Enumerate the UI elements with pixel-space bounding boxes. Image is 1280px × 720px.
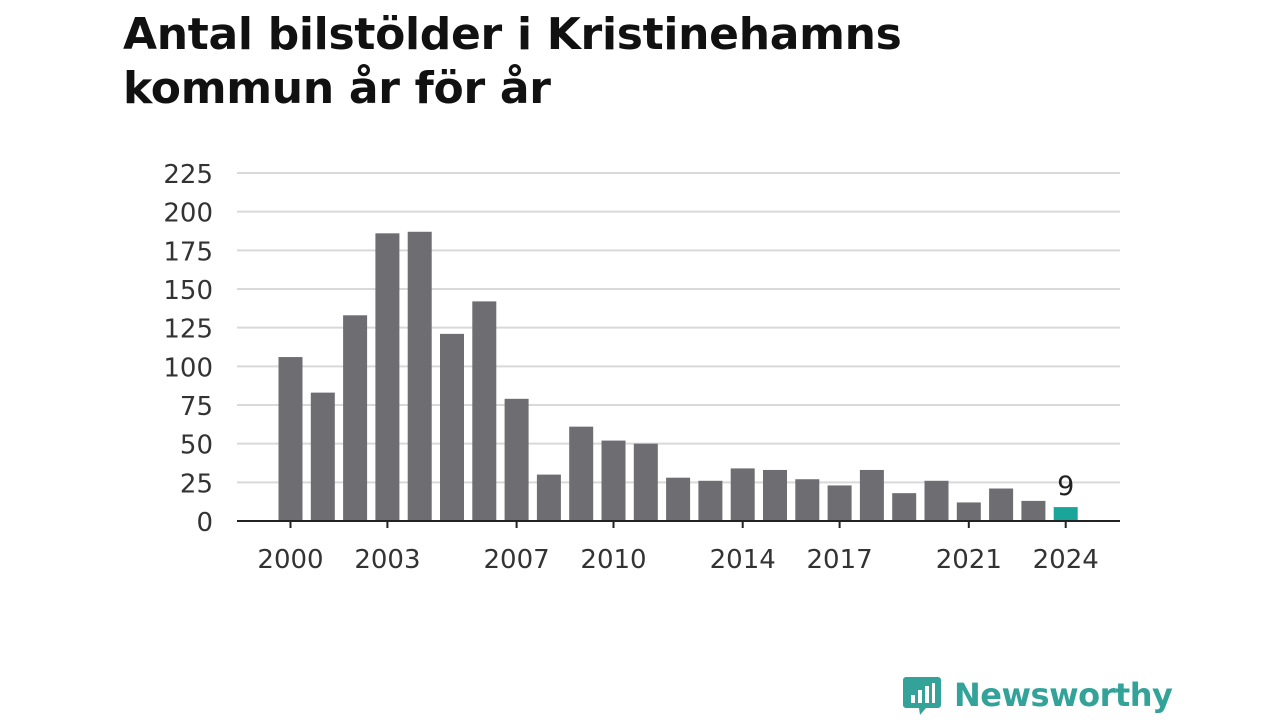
- bar-2022: [989, 488, 1014, 521]
- bar-2010: [601, 440, 626, 521]
- bar-2003: [375, 233, 400, 521]
- bar-2004: [407, 231, 432, 522]
- newsworthy-logo: Newsworthy: [902, 670, 1173, 720]
- y-tick-label: 100: [163, 353, 213, 383]
- y-tick-label: 50: [180, 431, 213, 461]
- x-tick-label: 2021: [936, 545, 1002, 575]
- x-tick-label: 2003: [354, 545, 420, 575]
- bar-2023: [1021, 500, 1046, 521]
- bar-2001: [310, 392, 335, 521]
- brand-name: Newsworthy: [954, 676, 1173, 714]
- y-tick-label: 25: [180, 469, 213, 499]
- bar-2012: [666, 477, 691, 521]
- data-label-highlight: 9: [1057, 471, 1074, 502]
- bar-2011: [633, 443, 658, 521]
- chart-title: Antal bilstölder i Kristinehamns kommun …: [123, 8, 1123, 116]
- bar-2013: [698, 480, 723, 521]
- bar-2024: [1053, 507, 1078, 521]
- x-tick-label: 2014: [710, 545, 776, 575]
- bars: [278, 231, 1078, 522]
- bar-2020: [924, 480, 949, 521]
- y-axis-tick-labels: 0 25 50 75 100 125 150 175 200 225: [163, 160, 213, 538]
- bar-2005: [440, 333, 464, 521]
- bar-2009: [569, 426, 594, 521]
- bar-2006: [472, 301, 497, 521]
- x-tick-label: 2000: [257, 545, 323, 575]
- bar-2007: [504, 398, 529, 521]
- y-tick-label: 225: [163, 160, 213, 190]
- y-tick-label: 200: [163, 199, 213, 229]
- chart-title-line-1: Antal bilstölder i Kristinehamns: [123, 9, 902, 60]
- x-tick-label: 2024: [1033, 545, 1099, 575]
- y-tick-label: 175: [163, 237, 213, 267]
- y-tick-label: 150: [163, 276, 213, 306]
- data-labels: 9: [1057, 471, 1074, 502]
- bar-2014: [730, 468, 755, 521]
- x-axis: [237, 520, 1120, 528]
- bar-2017: [827, 485, 852, 521]
- chart-title-line-2: kommun år för år: [123, 63, 551, 114]
- x-axis-tick-labels: 2000 2003 2007 2010 2014 2017 2021 2024: [257, 545, 1098, 575]
- x-tick-label: 2017: [807, 545, 873, 575]
- y-tick-label: 75: [180, 392, 213, 422]
- bar-2008: [536, 474, 561, 521]
- bar-2018: [859, 469, 884, 521]
- bar-2019: [892, 493, 917, 521]
- x-tick-label: 2007: [484, 545, 550, 575]
- y-tick-label: 125: [163, 315, 213, 345]
- bar-2021: [956, 502, 981, 521]
- bar-2016: [795, 479, 820, 521]
- bar-2015: [763, 469, 787, 521]
- bar-2000: [278, 357, 303, 521]
- gridlines: [237, 172, 1120, 484]
- bar-chart-speech-bubble-icon: [903, 677, 941, 715]
- y-tick-label: 0: [196, 508, 213, 538]
- bar-2002: [343, 315, 368, 521]
- x-tick-label: 2010: [580, 545, 646, 575]
